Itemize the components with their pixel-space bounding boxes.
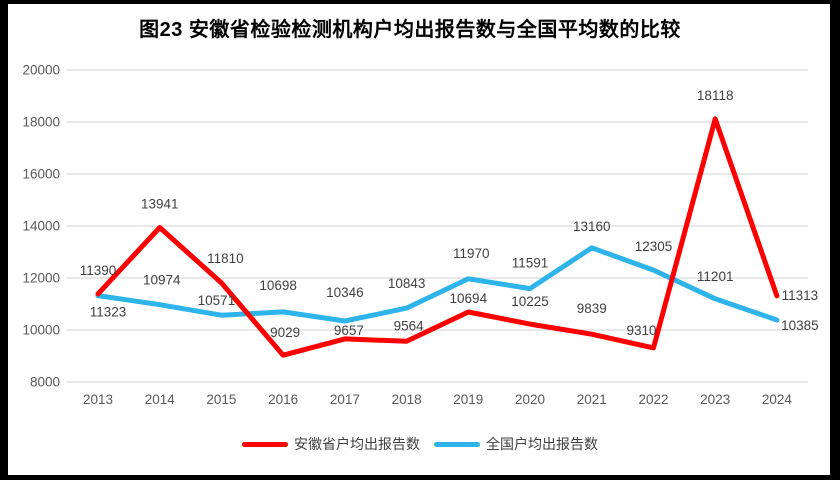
legend-label-national: 全国户均出报告数 (486, 436, 598, 452)
data-label: 11591 (512, 256, 549, 271)
y-tick-label: 20000 (22, 63, 60, 78)
y-tick-label: 16000 (22, 167, 60, 182)
x-tick-label: 2024 (762, 392, 793, 407)
x-tick-label: 2018 (392, 392, 422, 407)
x-tick-label: 2019 (453, 392, 483, 407)
data-label: 10385 (781, 318, 819, 333)
data-label: 9310 (626, 323, 656, 338)
legend-item-national: 全国户均出报告数 (434, 434, 598, 454)
data-label: 9564 (394, 318, 425, 333)
data-label: 11390 (80, 263, 117, 278)
x-tick-label: 2015 (206, 392, 236, 407)
x-tick-label: 2022 (638, 392, 668, 407)
chart-title: 图23 安徽省检验检测机构户均出报告数与全国平均数的比较 (139, 19, 681, 41)
x-tick-label: 2017 (330, 392, 360, 407)
data-label: 9657 (334, 323, 364, 338)
x-tick-label: 2023 (700, 392, 730, 407)
data-label: 11313 (782, 288, 819, 303)
y-tick-label: 14000 (22, 219, 60, 234)
x-tick-label: 2016 (268, 392, 298, 407)
legend-item-anhui: 安徽省户均出报告数 (242, 434, 420, 454)
data-label: 10974 (143, 273, 181, 288)
data-label: 12305 (635, 239, 673, 254)
x-tick-label: 2020 (515, 392, 545, 407)
data-label: 10843 (388, 276, 426, 291)
data-label: 11201 (697, 269, 734, 284)
anhui-series-line (95, 116, 780, 358)
x-tick-label: 2021 (577, 392, 607, 407)
data-label: 10571 (198, 293, 236, 308)
legend-line-swatch-national (434, 441, 480, 447)
data-label: 13160 (573, 219, 611, 234)
y-tick-label: 18000 (22, 115, 60, 130)
chart-legend: 安徽省户均出报告数 全国户均出报告数 (0, 434, 840, 454)
data-label: 18118 (697, 88, 734, 103)
legend-line-swatch-anhui (242, 441, 288, 447)
x-tick-label: 2014 (145, 392, 176, 407)
data-label: 10694 (450, 291, 488, 306)
legend-label-anhui: 安徽省户均出报告数 (294, 436, 420, 452)
y-tick-label: 10000 (22, 323, 60, 338)
y-tick-label: 12000 (22, 271, 60, 286)
y-tick-label: 8000 (30, 375, 60, 390)
x-tick-label: 2013 (83, 392, 113, 407)
data-label: 10346 (326, 285, 364, 300)
data-label: 10225 (511, 294, 549, 309)
data-label: 11970 (453, 246, 490, 261)
data-label: 10698 (259, 278, 297, 293)
data-label: 9029 (270, 325, 300, 340)
data-label: 9839 (577, 301, 607, 316)
national-series-line (95, 245, 780, 324)
data-label: 11323 (90, 305, 127, 320)
data-label: 11810 (207, 251, 244, 266)
data-label: 13941 (141, 197, 179, 212)
